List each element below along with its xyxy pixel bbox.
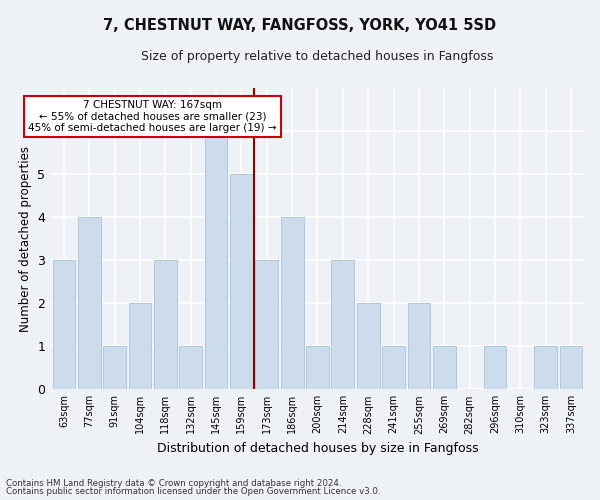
Text: Contains HM Land Registry data © Crown copyright and database right 2024.: Contains HM Land Registry data © Crown c… — [6, 478, 341, 488]
Bar — [331, 260, 354, 390]
Bar — [78, 217, 101, 390]
X-axis label: Distribution of detached houses by size in Fangfoss: Distribution of detached houses by size … — [157, 442, 478, 455]
Text: 7, CHESTNUT WAY, FANGFOSS, YORK, YO41 5SD: 7, CHESTNUT WAY, FANGFOSS, YORK, YO41 5S… — [103, 18, 497, 32]
Bar — [154, 260, 177, 390]
Bar — [433, 346, 455, 390]
Bar — [103, 346, 126, 390]
Y-axis label: Number of detached properties: Number of detached properties — [19, 146, 32, 332]
Bar — [205, 131, 227, 390]
Bar — [357, 303, 380, 390]
Bar — [382, 346, 405, 390]
Bar — [560, 346, 583, 390]
Title: Size of property relative to detached houses in Fangfoss: Size of property relative to detached ho… — [142, 50, 494, 63]
Bar — [407, 303, 430, 390]
Bar — [128, 303, 151, 390]
Bar — [306, 346, 329, 390]
Bar — [484, 346, 506, 390]
Text: Contains public sector information licensed under the Open Government Licence v3: Contains public sector information licen… — [6, 488, 380, 496]
Bar — [230, 174, 253, 390]
Bar — [281, 217, 304, 390]
Bar — [256, 260, 278, 390]
Bar — [53, 260, 76, 390]
Bar — [179, 346, 202, 390]
Text: 7 CHESTNUT WAY: 167sqm
← 55% of detached houses are smaller (23)
45% of semi-det: 7 CHESTNUT WAY: 167sqm ← 55% of detached… — [28, 100, 277, 133]
Bar — [534, 346, 557, 390]
